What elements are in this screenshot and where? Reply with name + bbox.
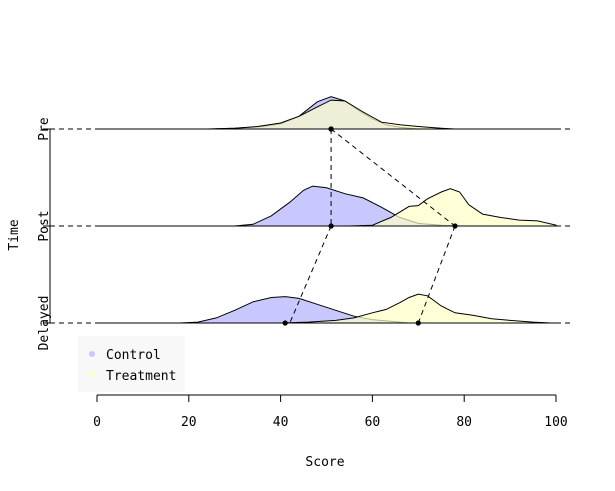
y-axis-label: Time — [7, 219, 22, 250]
legend: Control Treatment — [78, 336, 185, 392]
y-axis: Pre Post Delayed — [37, 117, 52, 350]
x-tick-label-80: 80 — [456, 415, 472, 430]
density-treatment-pre — [211, 99, 456, 130]
x-tick-label-20: 20 — [181, 415, 197, 430]
ridges-layer — [50, 96, 573, 324]
mean-point-control-post — [328, 223, 334, 229]
mean-point-treatment-pre — [328, 126, 334, 132]
legend-box — [78, 336, 185, 392]
y-tick-label-post: Post — [37, 210, 52, 241]
mean-point-control-delayed — [282, 320, 288, 326]
legend-marker-treatment — [89, 371, 95, 377]
density-treatment-post — [349, 188, 557, 227]
mean-point-treatment-post — [452, 223, 458, 229]
legend-label-control: Control — [106, 348, 161, 363]
mean-point-treatment-delayed — [415, 320, 421, 326]
density-treatment-delayed — [280, 293, 552, 324]
x-tick-label-100: 100 — [544, 415, 567, 430]
legend-label-treatment: Treatment — [106, 369, 176, 384]
legend-marker-control — [89, 351, 95, 357]
y-tick-label-delayed: Delayed — [37, 296, 52, 351]
y-tick-label-pre: Pre — [37, 117, 52, 141]
x-axis: 0 20 40 60 80 100 — [93, 394, 568, 430]
x-tick-label-0: 0 — [93, 415, 101, 430]
x-tick-label-60: 60 — [365, 415, 381, 430]
x-tick-label-40: 40 — [273, 415, 289, 430]
mean-links-layer — [282, 126, 458, 326]
x-axis-label: Score — [305, 455, 344, 470]
